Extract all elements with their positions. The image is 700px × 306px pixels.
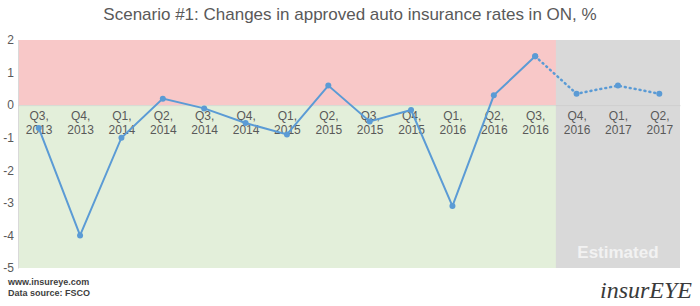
x-tick-label-line: Q3, [30, 109, 49, 123]
x-tick-label: Q4,2016 [564, 109, 591, 137]
x-tick: Q2,2017 [646, 105, 673, 137]
y-tick-label: -3 [3, 196, 14, 210]
x-tick: Q3,2016 [522, 105, 549, 137]
marker [449, 203, 455, 209]
x-tick-label: Q3,2013 [26, 109, 53, 137]
title: Scenario #1: Changes in approved auto in… [103, 5, 596, 24]
x-tick-label-line: Q2, [319, 109, 338, 123]
logo: insurEYE [600, 277, 692, 303]
x-tick: Q1,2016 [440, 105, 467, 137]
marker [325, 83, 331, 89]
marker [367, 118, 373, 124]
chart: Scenario #1: Changes in approved auto in… [0, 0, 700, 306]
marker [532, 53, 538, 59]
marker [656, 91, 662, 97]
x-tick-label: Q2,2014 [150, 109, 177, 137]
y-tick: -5 [3, 261, 18, 275]
x-tick-label-line: Q4, [567, 109, 586, 123]
y-tick: 2 [7, 33, 18, 47]
marker [491, 92, 497, 98]
x-tick-label-line: 2017 [646, 123, 673, 137]
y-tick-label: -1 [3, 131, 14, 145]
marker [201, 105, 207, 111]
y-tick: -1 [3, 131, 18, 145]
annotation: Estimated [577, 243, 658, 262]
marker [118, 135, 124, 141]
y-tick: 0 [7, 98, 18, 112]
x-tick: Q1,2014 [109, 105, 136, 137]
x-tick-label: Q2,2017 [646, 109, 673, 137]
x-axis: Q3,2013Q4,2013Q1,2014Q2,2014Q3,2014Q4,20… [19, 105, 681, 137]
x-axis-line [19, 105, 681, 106]
x-tick-label-line: 2015 [315, 123, 342, 137]
x-tick-label-line: 2013 [67, 123, 94, 137]
x-tick-label-line: 2014 [191, 123, 218, 137]
x-tick-label-line: 2016 [440, 123, 467, 137]
marker [243, 120, 249, 126]
source-note: www.insureye.com [7, 277, 89, 287]
x-tick-label-line: Q1, [443, 109, 462, 123]
y-tick-label: -2 [3, 164, 14, 178]
x-tick-label-line: Q4, [71, 109, 90, 123]
x-tick: Q2,2015 [315, 105, 342, 137]
x-tick-label: Q4,2014 [233, 109, 260, 137]
y-axis: -5 -4 -3 -2 -1 0 1 2 [3, 33, 18, 275]
x-tick-label: Q1,2017 [605, 109, 632, 137]
x-tick-label: Q1,2014 [109, 109, 136, 137]
x-tick-label: Q4,2013 [67, 109, 94, 137]
x-tick-label-line: 2013 [26, 123, 53, 137]
marker [574, 91, 580, 97]
marker [160, 96, 166, 102]
x-tick-label-line: 2016 [522, 123, 549, 137]
y-tick-label: 2 [7, 33, 14, 47]
x-tick-label-line: Q2, [650, 109, 669, 123]
x-tick: Q3,2015 [357, 105, 384, 137]
x-tick: Q4,2016 [564, 105, 591, 137]
y-tick-label: -4 [3, 229, 14, 243]
x-tick-label: Q2,2016 [481, 109, 508, 137]
x-tick-label-line: 2014 [109, 123, 136, 137]
marker [615, 83, 621, 89]
series-line [535, 56, 659, 93]
y-tick-label: -5 [3, 261, 14, 275]
x-tick-label: Q3,2016 [522, 109, 549, 137]
y-tick-label: 0 [7, 98, 14, 112]
estimated-region [556, 40, 680, 268]
x-tick: Q4,2013 [67, 105, 94, 137]
x-tick-label-line: Q3, [526, 109, 545, 123]
x-tick-label-line: Q1, [112, 109, 131, 123]
x-tick: Q2,2014 [150, 105, 177, 137]
x-tick-label: Q2,2015 [315, 109, 342, 137]
marker [408, 107, 414, 113]
plot [36, 53, 663, 238]
x-tick: Q1,2017 [605, 105, 632, 137]
x-tick-label-line: Q1, [278, 109, 297, 123]
marker [36, 125, 42, 131]
marker [77, 232, 83, 238]
bands [18, 40, 680, 268]
x-tick-label: Q1,2016 [440, 109, 467, 137]
x-tick-label: Q3,2014 [191, 109, 218, 137]
y-tick: -2 [3, 164, 18, 178]
x-tick-label-line: 2017 [605, 123, 632, 137]
x-tick-label-line: 2014 [150, 123, 177, 137]
series-line [39, 56, 536, 235]
x-tick-label-line: 2016 [564, 123, 591, 137]
x-tick-label-line: 2015 [274, 123, 301, 137]
y-tick: -4 [3, 229, 18, 243]
marker [532, 53, 538, 59]
y-axis-line [18, 41, 19, 269]
y-tick-label: 1 [7, 66, 14, 80]
y-tick: 1 [7, 66, 18, 80]
x-tick-label-line: 2015 [357, 123, 384, 137]
x-tick: Q3,2014 [191, 105, 218, 137]
marker [284, 131, 290, 137]
x-tick-label-line: Q1, [609, 109, 628, 123]
x-tick-label-line: Q2, [154, 109, 173, 123]
y-tick: -3 [3, 196, 18, 210]
source-note: Data source: FSCO [8, 288, 90, 298]
x-tick-label-line: 2016 [481, 123, 508, 137]
